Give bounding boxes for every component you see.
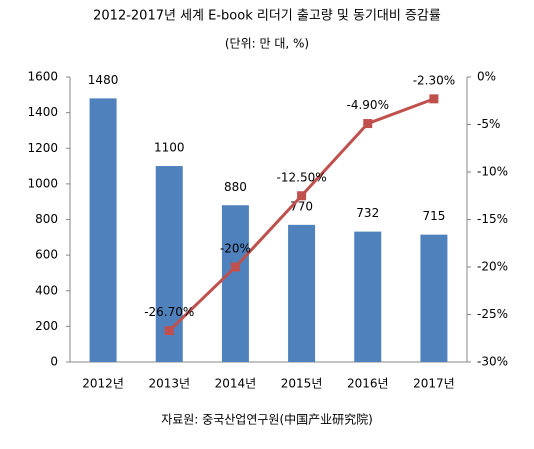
line-label: -26.70% — [144, 305, 194, 319]
y2-tick-label: -15% — [477, 212, 508, 226]
bar-label: 732 — [356, 206, 379, 220]
y2-tick-label: -20% — [477, 260, 508, 274]
bar-label: 1100 — [154, 141, 185, 155]
y2-tick-label: -5% — [477, 117, 500, 131]
x-tick-label: 2016년 — [347, 377, 389, 391]
y-tick-label: 600 — [35, 248, 58, 262]
y-tick-label: 400 — [35, 283, 58, 297]
y2-tick-label: -30% — [477, 355, 508, 369]
line-marker — [164, 326, 174, 336]
chart-subtitle: (단위: 만 대, %) — [225, 37, 309, 51]
x-tick-label: 2012년 — [82, 377, 124, 391]
bar-label: 880 — [224, 180, 247, 194]
bar — [288, 224, 316, 362]
y2-tick-label: -10% — [477, 165, 508, 179]
x-tick-label: 2015년 — [281, 377, 323, 391]
x-tick-label: 2017년 — [413, 377, 455, 391]
y-tick-label: 200 — [35, 319, 58, 333]
line-label: -2.30% — [413, 73, 455, 87]
line-marker — [363, 119, 373, 129]
bar-label: 715 — [422, 209, 445, 223]
chart-title: 2012-2017년 세계 E-book 리더기 출고량 및 동기대비 증감률 — [93, 9, 441, 24]
y-tick-label: 1600 — [27, 70, 58, 84]
bar-label: 1480 — [88, 73, 119, 87]
x-tick-label: 2013년 — [148, 377, 190, 391]
y-tick-label: 1000 — [27, 176, 58, 190]
line-label: -20% — [220, 242, 251, 256]
line-label: -4.90% — [347, 98, 389, 112]
x-tick-label: 2014년 — [215, 377, 257, 391]
y-tick-label: 0 — [50, 355, 58, 369]
bar — [89, 98, 117, 362]
y2-tick-label: 0% — [477, 70, 496, 84]
bar — [420, 234, 448, 362]
y-tick-label: 800 — [35, 212, 58, 226]
bar — [354, 231, 382, 362]
y-tick-label: 1400 — [27, 105, 58, 119]
line-marker — [230, 262, 240, 272]
bar — [221, 205, 249, 362]
y-tick-label: 1200 — [27, 141, 58, 155]
line-label: -12.50% — [277, 170, 327, 184]
source: 자료원: 중국산업연구원(中国产业研究院) — [161, 412, 373, 427]
line-marker — [297, 191, 307, 201]
y2-tick-label: -25% — [477, 307, 508, 321]
line-marker — [429, 94, 439, 104]
